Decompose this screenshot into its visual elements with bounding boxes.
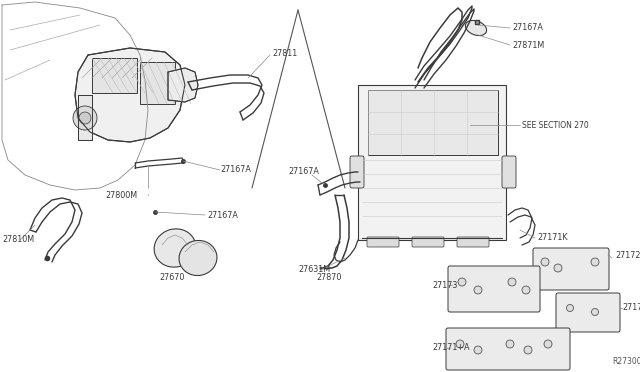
Circle shape: [554, 264, 562, 272]
Ellipse shape: [154, 229, 196, 267]
Ellipse shape: [179, 240, 217, 276]
Text: 27167A: 27167A: [288, 167, 319, 176]
Bar: [368, 90, 498, 155]
FancyBboxPatch shape: [448, 266, 540, 312]
Ellipse shape: [465, 20, 486, 36]
FancyBboxPatch shape: [556, 293, 620, 332]
Text: R273003C: R273003C: [612, 357, 640, 366]
Text: 27167A: 27167A: [220, 166, 251, 174]
FancyBboxPatch shape: [457, 237, 489, 247]
Text: 27800M: 27800M: [105, 190, 137, 199]
Circle shape: [522, 286, 530, 294]
Text: 27870: 27870: [316, 273, 341, 282]
Circle shape: [456, 340, 464, 348]
FancyBboxPatch shape: [358, 85, 506, 240]
Text: 27173: 27173: [432, 280, 458, 289]
Circle shape: [474, 286, 482, 294]
Circle shape: [458, 278, 466, 286]
Bar: [92, 58, 137, 93]
FancyBboxPatch shape: [412, 237, 444, 247]
Polygon shape: [78, 95, 92, 140]
FancyBboxPatch shape: [502, 156, 516, 188]
Text: 27811: 27811: [272, 48, 297, 58]
Circle shape: [73, 106, 97, 130]
Circle shape: [474, 346, 482, 354]
Text: 27167A: 27167A: [207, 211, 238, 219]
Polygon shape: [75, 48, 185, 142]
FancyBboxPatch shape: [350, 156, 364, 188]
Circle shape: [524, 346, 532, 354]
FancyBboxPatch shape: [533, 248, 609, 290]
Circle shape: [544, 340, 552, 348]
Circle shape: [541, 258, 549, 266]
Circle shape: [566, 305, 573, 311]
Circle shape: [79, 112, 91, 124]
Text: 27871M: 27871M: [512, 41, 544, 49]
Text: 27670: 27670: [159, 273, 185, 282]
Circle shape: [591, 258, 599, 266]
Text: 27171+A: 27171+A: [432, 343, 470, 353]
Text: 27171K: 27171K: [537, 234, 568, 243]
Text: 27171: 27171: [622, 304, 640, 312]
FancyBboxPatch shape: [446, 328, 570, 370]
Circle shape: [591, 308, 598, 315]
Text: 27810M: 27810M: [2, 235, 34, 244]
Bar: [140, 62, 175, 104]
Text: 27172: 27172: [615, 250, 640, 260]
Polygon shape: [168, 68, 198, 102]
Circle shape: [508, 278, 516, 286]
Text: 27167A: 27167A: [512, 23, 543, 32]
Text: SEE SECTION 270: SEE SECTION 270: [522, 121, 589, 129]
Text: 27631M: 27631M: [298, 266, 330, 275]
FancyBboxPatch shape: [367, 237, 399, 247]
Circle shape: [506, 340, 514, 348]
